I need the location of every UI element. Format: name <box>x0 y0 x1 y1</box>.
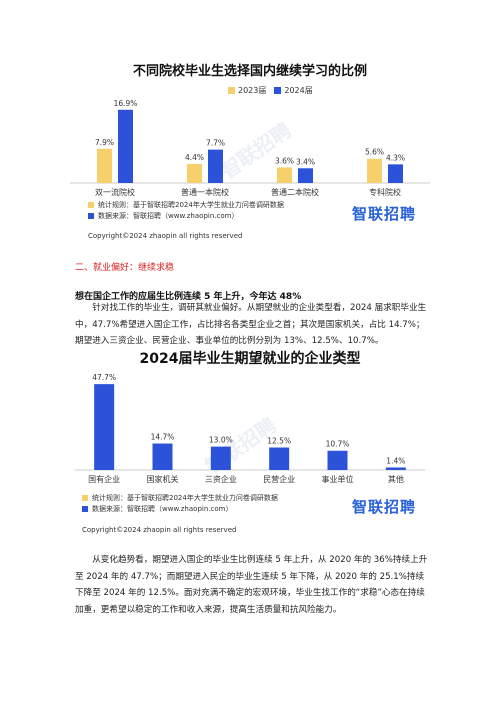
chart2-bar-0 <box>94 384 115 470</box>
paragraph-2: 从变化趋势看，期望进入国企的毕业生比例连续 5 年上升，从 2020 年的 36… <box>75 555 428 615</box>
chart2-data-label-3: 12.5% <box>267 437 291 446</box>
legend-item-2024: 2024届 <box>274 85 313 96</box>
chart1-logo: 智联招聘 <box>352 205 417 223</box>
chart1-data-label-0-0: 7.9% <box>95 138 114 147</box>
chart2-source-rule: 统计规则：基于智联招聘2024年大学生就业力问卷调研数据 <box>82 493 278 504</box>
legend-swatch-2023 <box>228 87 235 94</box>
chart2-tick-label-1: 国家机关 <box>147 474 179 484</box>
chart2-data-label-4: 10.7% <box>326 440 350 449</box>
chart2-data-label-2: 13.0% <box>209 436 233 445</box>
chart1-source-rule-text: 统计规则：基于智联招聘2024年大学生就业力问卷调研数据 <box>98 201 284 209</box>
legend-label-2024: 2024届 <box>284 86 313 95</box>
source-rule-icon <box>82 495 88 501</box>
chart1-tick-label-3: 专科院校 <box>369 187 401 197</box>
chart2-source-data-text: 数据来源：智联招聘（www.zhaopin.com） <box>92 505 233 513</box>
chart1-source-data: 数据来源：智联招聘（www.zhaopin.com） <box>88 211 284 222</box>
legend-label-2023: 2023届 <box>238 86 267 95</box>
chart2-bar-3 <box>269 447 290 470</box>
chart2-bar-1 <box>152 443 173 470</box>
chart1-data-label-3-1: 4.3% <box>386 153 405 162</box>
chart1-data-label-1-1: 7.7% <box>206 139 225 148</box>
chart2-tick-label-4: 事业单位 <box>322 474 354 484</box>
chart2-data-label-1: 14.7% <box>151 433 175 442</box>
source-data-icon <box>82 506 88 512</box>
chart2-data-label-0: 47.7% <box>92 373 116 382</box>
legend-swatch-2024 <box>274 87 282 94</box>
chart2-source-data: 数据来源：智联招聘（www.zhaopin.com） <box>82 504 278 515</box>
chart2-data-label-5: 1.4% <box>386 456 405 465</box>
chart1-bar-0-0 <box>97 148 112 183</box>
chart1-title: 不同院校毕业生选择国内继续学习的比例 <box>132 64 367 79</box>
chart1-source: 统计规则：基于智联招聘2024年大学生就业力问卷调研数据 数据来源：智联招聘（w… <box>88 200 284 222</box>
chart2-bar-2 <box>210 446 231 470</box>
chart2-bar-4 <box>327 450 348 470</box>
chart1-tick-label-2: 普通二本院校 <box>271 187 319 197</box>
chart1-data-label-2-0: 3.6% <box>275 156 294 165</box>
chart1-copyright: Copyright©2024 zhaopin all rights reserv… <box>88 232 243 240</box>
chart1-bar-2-0 <box>277 167 292 183</box>
chart2-tick-label-5: 其他 <box>388 474 404 484</box>
chart1-source-data-text: 数据来源：智联招聘（www.zhaopin.com） <box>98 212 239 220</box>
chart1-data-label-3-0: 5.6% <box>365 148 384 157</box>
chart1-bar-2-1 <box>298 168 313 183</box>
source-rule-icon <box>88 202 94 208</box>
chart1-source-rule: 统计规则：基于智联招聘2024年大学生就业力问卷调研数据 <box>88 200 284 211</box>
paragraph-1: 针对找工作的毕业生，调研其就业偏好。从期望就业的企业类型看，2024 届求职毕业… <box>75 303 427 346</box>
chart1-plot: 7.9% 16.9% 双一流院校 4.4%7.7% 普通一本院校 3.6% 3.4% 普通二本… <box>70 99 430 197</box>
chart2-plot: 47.7% 国有企业 14.7% 国家机关 13.0% 三资企业 12.5% 民营企业 10.7… <box>75 373 425 484</box>
chart2-bar-5 <box>385 467 406 470</box>
legend-item-2023: 2023届 <box>228 85 266 96</box>
source-data-icon <box>88 213 94 219</box>
chart1-bar-0-1 <box>118 109 133 183</box>
chart1-bar-3-0 <box>367 158 382 183</box>
chart1-legend: 2023届 2024届 <box>228 85 313 96</box>
chart1-tick-label-1: 普通一本院校 <box>181 187 229 197</box>
chart2-source-rule-text: 统计规则：基于智联招聘2024年大学生就业力问卷调研数据 <box>92 494 278 502</box>
chart1-bar-3-1 <box>388 164 403 183</box>
chart1-tick-label-0: 双一流院校 <box>95 187 135 197</box>
chart2-source: 统计规则：基于智联招聘2024年大学生就业力问卷调研数据 数据来源：智联招聘（w… <box>82 493 278 515</box>
chart2-logo: 智联招聘 <box>352 498 417 516</box>
chart2-copyright: Copyright©2024 zhaopin all rights reserv… <box>82 526 237 534</box>
chart1-data-label-1-0: 4.4% <box>185 153 204 162</box>
chart1-bar-1-1 <box>208 149 223 183</box>
chart2-tick-label-2: 三资企业 <box>205 474 237 484</box>
chart2-tick-label-0: 国有企业 <box>88 474 120 484</box>
chart2-tick-label-3: 民营企业 <box>263 474 295 484</box>
sub-heading: 想在国企工作的应届生比例连续 5 年上升，今年达 48% <box>75 292 302 302</box>
chart1-data-label-2-1: 3.4% <box>296 157 315 166</box>
chart1-data-label-0-1: 16.9% <box>114 99 138 108</box>
section-heading: 二、就业偏好：继续求稳 <box>75 263 175 273</box>
chart1-bar-1-0 <box>187 163 202 183</box>
chart2-title: 2024届毕业生期望就业的企业类型 <box>139 351 361 367</box>
